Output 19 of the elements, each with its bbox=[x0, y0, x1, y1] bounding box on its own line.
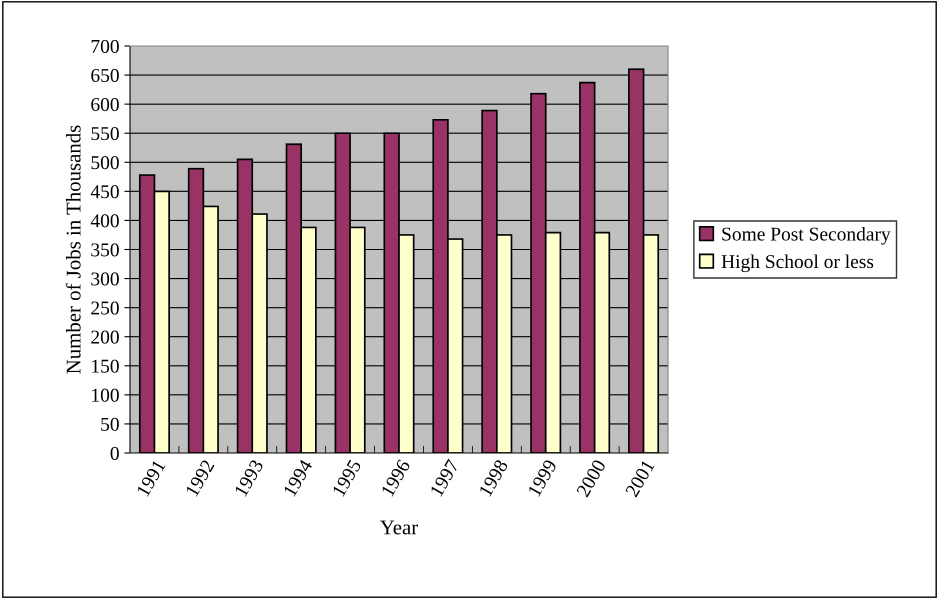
y-tick-label: 500 bbox=[92, 156, 119, 170]
y-tick-label: 250 bbox=[91, 301, 119, 315]
legend-label: High School or less bbox=[722, 254, 874, 272]
legend-label: Some Post Secondary bbox=[722, 226, 891, 245]
y-tick-label: 700 bbox=[92, 40, 119, 53]
y-tick-label: 350 bbox=[91, 243, 119, 256]
y-tick-label: 600 bbox=[91, 98, 119, 112]
y-tick-label: 450 bbox=[90, 185, 119, 198]
y-tick-label: 300 bbox=[91, 272, 119, 286]
y-tick-label: 550 bbox=[92, 127, 119, 140]
y-tick-label: 0 bbox=[110, 446, 119, 460]
y-tick-label: 650 bbox=[91, 68, 119, 82]
x-axis-title: Year bbox=[380, 520, 418, 534]
y-tick-label: 200 bbox=[91, 330, 119, 344]
y-axis-title: Number of Jobs in Thousands bbox=[66, 125, 81, 374]
y-tick-label: 100 bbox=[92, 388, 119, 402]
y-tick-label: 150 bbox=[92, 360, 119, 373]
y-tick-label: 50 bbox=[101, 418, 119, 431]
y-tick-label: 400 bbox=[90, 214, 119, 228]
